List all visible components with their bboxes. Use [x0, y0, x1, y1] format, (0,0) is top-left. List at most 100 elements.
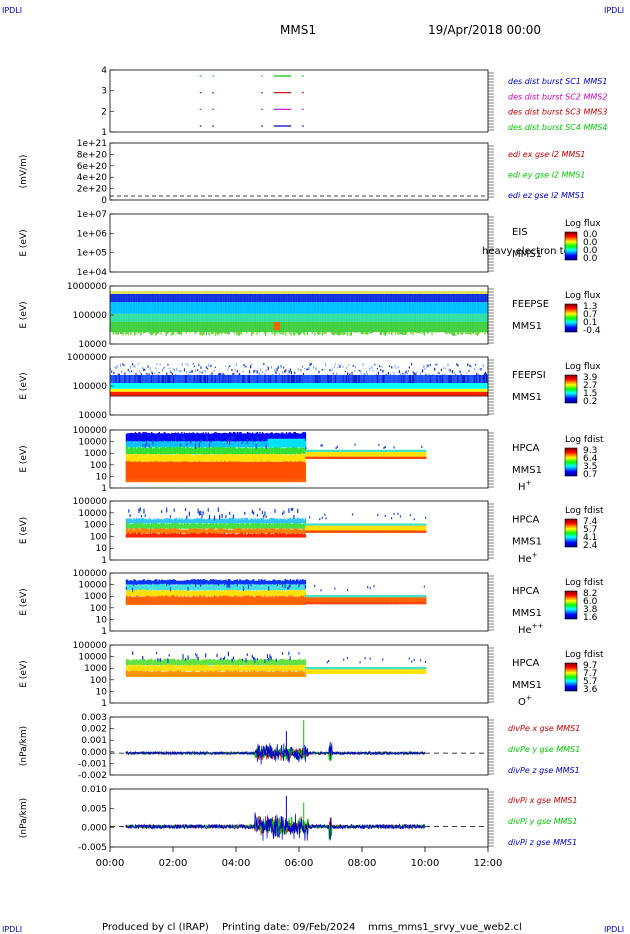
spectrogram-cell — [169, 528, 172, 534]
spectrogram-cell — [158, 518, 160, 524]
spectrogram-cell — [294, 431, 297, 442]
spectrogram-cell — [368, 294, 370, 303]
legend-entry: edi ex gse l2 MMS1 — [508, 150, 586, 159]
spectrogram-cell — [167, 375, 169, 384]
spectrogram-cell — [309, 313, 311, 322]
spectrogram-cell — [121, 294, 123, 303]
spectrogram-cell — [353, 375, 355, 384]
spectrogram-cell — [436, 383, 438, 389]
spectrogram-cell — [475, 302, 477, 314]
spectrogram-cell — [452, 291, 455, 294]
spectrogram-cell — [351, 530, 354, 533]
spectrogram-cell — [186, 432, 188, 442]
spectrogram-cell — [253, 375, 255, 384]
spectrogram-cell — [181, 518, 183, 524]
spectrogram-cell — [372, 332, 374, 333]
spectrogram-cell — [461, 313, 463, 322]
spectrogram-cell — [191, 519, 193, 524]
spectrogram-cell — [276, 291, 278, 294]
spectrogram-cell — [370, 321, 373, 332]
spectrogram-cell — [462, 321, 465, 332]
spectrogram-cell — [131, 294, 133, 303]
spectrogram-cell — [162, 302, 165, 314]
spectrogram-cell — [162, 527, 164, 534]
spectrogram-cell — [197, 528, 199, 534]
spectrogram-cell — [190, 294, 193, 303]
spectrogram-cell — [334, 321, 336, 332]
spectrogram-cell — [261, 518, 264, 524]
spectrogram-cell — [329, 302, 331, 314]
spectrogram-cell — [157, 433, 159, 442]
spectrogram-cell — [453, 291, 456, 294]
spectrogram-cell — [135, 302, 137, 314]
spectrogram-cell — [298, 523, 300, 529]
spectrogram-cell — [128, 433, 130, 442]
spectrogram-cell — [427, 332, 429, 334]
spectrogram-cell — [124, 375, 126, 384]
spectrogram-cell — [144, 321, 146, 332]
spectrogram-cell — [393, 302, 395, 314]
spectrogram-cell — [453, 321, 456, 332]
spectrogram-cell — [169, 518, 172, 524]
spectrogram-cell — [236, 528, 239, 534]
spectrogram-cell — [150, 294, 152, 303]
spectrogram-cell — [406, 321, 408, 332]
spectrogram-cell — [192, 432, 194, 442]
spectrogram-cell — [140, 302, 142, 314]
spectrogram-cell — [411, 291, 413, 294]
spectrogram-cell — [351, 302, 354, 314]
spectrogram-cell — [225, 523, 227, 529]
spectrogram-cell — [215, 518, 217, 524]
spectrogram-cell — [153, 532, 155, 538]
spectrogram-cell — [403, 321, 405, 332]
spectrogram-cell — [388, 383, 391, 389]
spectrogram-cell — [237, 533, 240, 538]
spectrogram-cell — [196, 302, 199, 314]
spectrogram-cell — [302, 446, 304, 455]
spectrogram-cell — [160, 294, 162, 303]
spectrogram-cell — [330, 294, 332, 303]
spectrogram-cell — [343, 321, 345, 332]
spectrogram-cell — [363, 294, 365, 303]
spectrogram-cell — [421, 452, 423, 457]
spectrogram-cell — [135, 522, 138, 529]
spectrogram-cell — [472, 332, 475, 334]
y-tick-label: 2e+20 — [77, 185, 108, 195]
spectrogram-cell — [144, 432, 147, 442]
spectrogram-cell — [200, 533, 202, 538]
spectrogram-cell — [191, 313, 194, 322]
spectrogram-cell — [217, 321, 219, 332]
spectrogram-cell — [150, 519, 153, 524]
spectrogram-cell — [126, 302, 128, 314]
spectrogram-cell — [174, 453, 177, 462]
spectrogram-cell — [274, 532, 276, 538]
spectrogram-cell — [160, 321, 162, 332]
spectrogram-cell — [168, 446, 171, 455]
panel-frame — [109, 142, 489, 201]
y-tick-label: 1e+05 — [77, 249, 107, 259]
spectrogram-cell — [360, 449, 363, 453]
spectrogram-cell — [269, 375, 272, 384]
sparse-count — [187, 363, 189, 367]
spectrogram-cell — [138, 291, 141, 294]
spectrogram-cell — [261, 454, 264, 462]
spectrogram-cell — [481, 375, 483, 384]
spectrogram-cell — [439, 375, 441, 384]
spectrogram-cell — [326, 452, 329, 457]
spectrogram-cell — [310, 375, 312, 384]
spectrogram-cell — [344, 321, 346, 332]
spectrogram-cell — [263, 313, 266, 322]
spectrogram-cell — [238, 321, 240, 332]
spectrogram-cell — [288, 321, 291, 332]
spectrogram-cell — [467, 321, 470, 332]
spectrogram-cell — [283, 383, 285, 389]
spectrogram-cell — [128, 375, 131, 384]
spectrogram-cell — [113, 375, 115, 384]
spectrogram-cell — [285, 321, 287, 332]
spectrogram-cell — [164, 291, 166, 294]
spectrogram-cell — [413, 321, 416, 332]
spectrogram-cell — [201, 453, 203, 462]
spectrogram-cell — [134, 446, 136, 455]
spectrogram-cell — [354, 383, 357, 389]
spectrogram-cell — [481, 332, 484, 333]
